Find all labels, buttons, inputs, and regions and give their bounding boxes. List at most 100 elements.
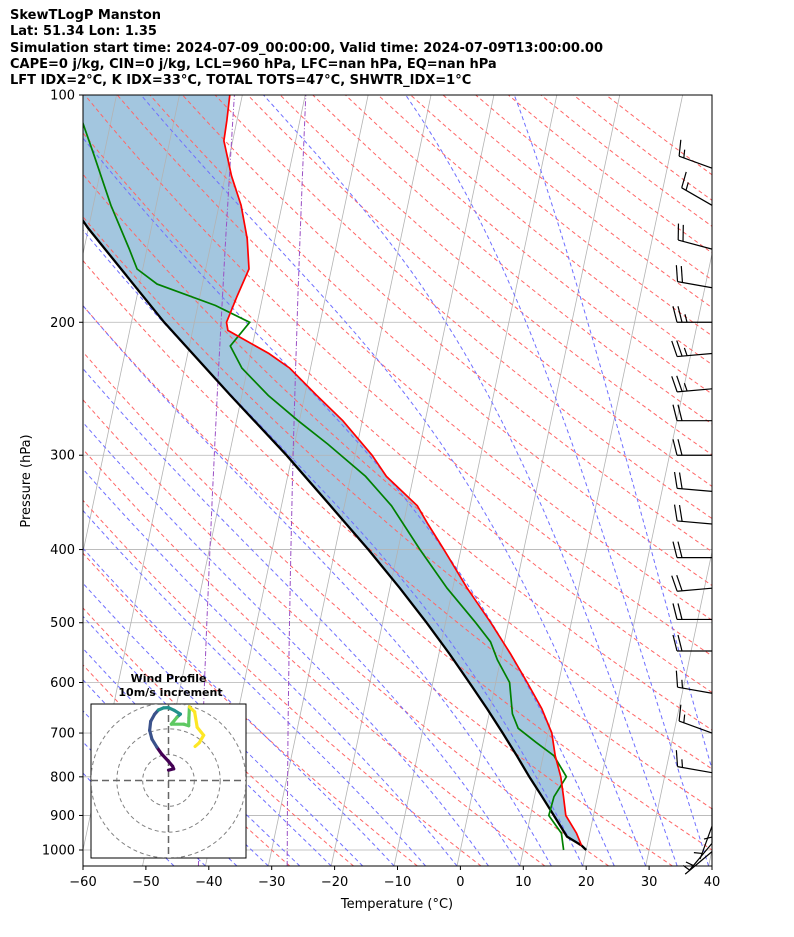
dry-adiabat-line bbox=[279, 95, 712, 456]
wind-barb-flag bbox=[675, 670, 679, 688]
wind-barb bbox=[675, 750, 713, 774]
wind-barb-staff bbox=[677, 686, 713, 694]
wind-barb bbox=[693, 825, 713, 860]
wind-barb-staff bbox=[677, 388, 713, 393]
isotherm-line bbox=[83, 95, 117, 256]
wind-barb bbox=[671, 375, 713, 393]
axes-layer: −60 −50 −40 −30 −20 −10 0 10 20 30 40 1000 900 800 700… bbox=[42, 89, 720, 891]
wind-barb bbox=[703, 808, 713, 844]
wind-barb-half-flag bbox=[682, 864, 691, 871]
moist-adiabat-line bbox=[83, 509, 426, 866]
wind-barb bbox=[681, 171, 713, 206]
wind-barb bbox=[673, 504, 713, 525]
hodograph-subtitle: 10m/s increment bbox=[118, 686, 222, 699]
dry-adiabat-line bbox=[182, 95, 712, 553]
x-tick-label: 40 bbox=[704, 875, 721, 890]
y-tick-label: 800 bbox=[50, 770, 75, 785]
wind-barb-flag bbox=[672, 634, 678, 652]
wind-barb-flag bbox=[678, 139, 682, 157]
cape-fill-layer bbox=[83, 95, 587, 850]
wind-barb-staff bbox=[677, 352, 713, 358]
wind-barb-flag bbox=[672, 541, 678, 558]
dry-adiabat-line bbox=[83, 607, 354, 866]
isotherm-line bbox=[83, 95, 180, 554]
moist-adiabat-line bbox=[83, 304, 552, 866]
moist-adiabat-line bbox=[140, 95, 647, 866]
wind-barb bbox=[672, 404, 712, 422]
x-tick-label: −10 bbox=[384, 875, 411, 890]
header-location: Lat: 51.34 Lon: 1.35 bbox=[10, 24, 157, 40]
isotherm-line bbox=[330, 95, 495, 866]
wind-barb-staff bbox=[681, 187, 713, 206]
wind-barb-flag bbox=[677, 634, 683, 652]
x-tick-label: −40 bbox=[195, 875, 222, 890]
wind-barb-flag bbox=[677, 541, 683, 558]
x-tick-label: −30 bbox=[258, 875, 285, 890]
dry-adiabat-line bbox=[149, 95, 712, 587]
isotherm-line bbox=[456, 95, 621, 866]
wind-barb-half-flag bbox=[685, 861, 694, 867]
moist-adiabat-line bbox=[83, 468, 458, 866]
wind-barb bbox=[671, 575, 713, 592]
temperature-profile-line bbox=[223, 95, 583, 846]
wind-barb-half-flag bbox=[683, 347, 688, 356]
wind-barb bbox=[673, 471, 713, 493]
wind-barb-flag bbox=[681, 171, 687, 188]
dry-adiabat-line bbox=[83, 173, 712, 731]
hodograph-segment bbox=[160, 752, 171, 764]
x-tick-label: 0 bbox=[456, 875, 464, 890]
wind-barb bbox=[672, 603, 712, 621]
parcel-profile-line bbox=[83, 218, 588, 851]
moist-adiabat-line bbox=[83, 421, 489, 866]
x-tick-label: 20 bbox=[578, 875, 595, 890]
wind-barb-staff bbox=[677, 487, 713, 493]
wind-barb-flag bbox=[672, 306, 678, 323]
hodograph-segment bbox=[192, 710, 199, 729]
hodograph-clip-group bbox=[91, 704, 246, 858]
dry-adiabat-line bbox=[83, 552, 418, 866]
isotherm-line bbox=[393, 95, 558, 866]
wind-barb-flag bbox=[672, 439, 678, 456]
wind-barb-flag bbox=[676, 340, 683, 357]
wind-barb bbox=[671, 340, 713, 358]
wind-barb-half-flag bbox=[703, 836, 713, 840]
mixing-ratio-line bbox=[286, 95, 307, 866]
wind-barb bbox=[675, 670, 713, 694]
wind-barb bbox=[675, 265, 713, 289]
x-tick-label: 10 bbox=[515, 875, 532, 890]
wind-barb-flag bbox=[676, 575, 683, 591]
wind-barb-flag bbox=[675, 750, 679, 767]
chart-header: SkewTLogP Manston Lat: 51.34 Lon: 1.35 S… bbox=[10, 8, 603, 89]
hodograph-title: Wind Profile bbox=[131, 672, 207, 685]
x-tick-label: −20 bbox=[321, 875, 348, 890]
wind-barb-flag bbox=[676, 375, 683, 392]
wind-barb bbox=[672, 634, 712, 652]
wind-barb-half-flag bbox=[683, 149, 686, 158]
x-axis-label: Temperature (°C) bbox=[340, 897, 453, 912]
wind-barb-staff bbox=[677, 520, 713, 525]
wind-barb-flag bbox=[671, 376, 678, 393]
wind-barb-half-flag bbox=[684, 314, 688, 323]
wind-barb-flag bbox=[673, 471, 678, 489]
y-tick-label: 400 bbox=[50, 543, 75, 558]
y-tick-label: 100 bbox=[50, 89, 75, 104]
wind-barb bbox=[678, 139, 713, 169]
wind-barb-flag bbox=[680, 266, 684, 283]
wind-barb-staff bbox=[678, 720, 713, 734]
wind-barb-flag bbox=[678, 472, 683, 489]
moist-adiabat-line bbox=[405, 95, 710, 866]
wind-barb-flag bbox=[677, 439, 683, 456]
moist-adiabat-line bbox=[83, 367, 521, 866]
wind-barb bbox=[672, 541, 712, 559]
hodograph-segment bbox=[193, 741, 201, 749]
y-tick-label: 700 bbox=[50, 727, 75, 742]
isotherm-line bbox=[708, 848, 712, 866]
header-cape: CAPE=0 j/kg, CIN=0 j/kg, LCL=960 hPa, LF… bbox=[10, 56, 497, 72]
wind-barb-flag bbox=[675, 265, 679, 282]
y-tick-label: 600 bbox=[50, 676, 75, 691]
wind-barb-staff bbox=[677, 587, 713, 592]
dry-adiabat-line bbox=[116, 95, 712, 621]
moist-adiabat-line bbox=[262, 95, 678, 866]
